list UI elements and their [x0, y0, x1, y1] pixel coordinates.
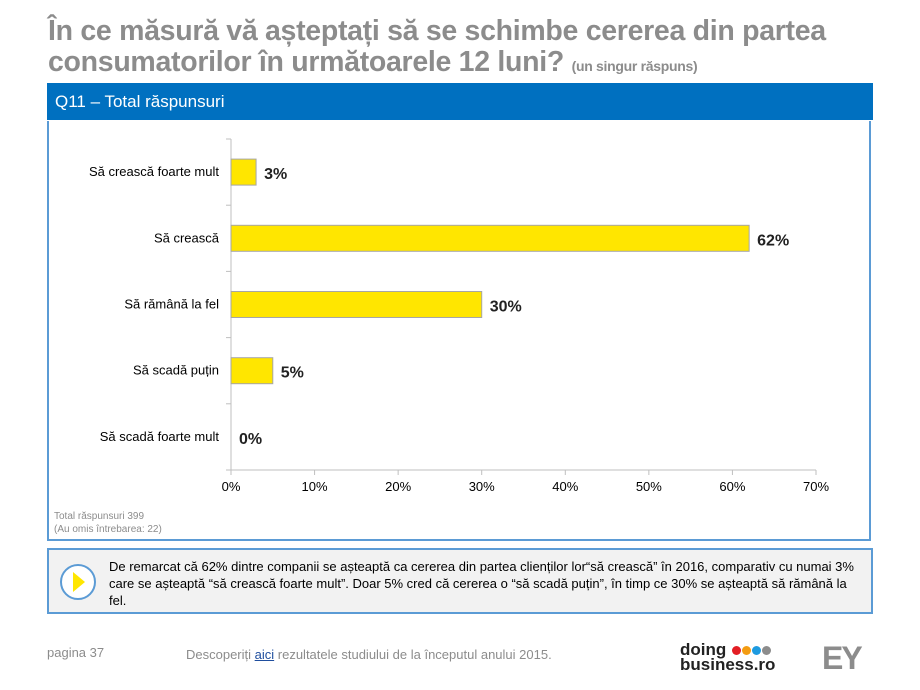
page-title: În ce măsură vă așteptați să se schimbe … [48, 16, 908, 82]
total-note: Total răspunsuri 399 [54, 511, 145, 522]
x-tick-label: 70% [803, 479, 829, 494]
bar [230, 224, 750, 252]
category-label: Să rămână la fel [124, 297, 219, 312]
title-sub: (un singur răspuns) [571, 58, 698, 74]
x-tick-label: 10% [302, 479, 328, 494]
x-tick-label: 50% [636, 479, 662, 494]
bar [230, 291, 483, 318]
doingbusiness-logo: doing business.ro [680, 640, 776, 674]
x-tick-label: 30% [469, 479, 495, 494]
category-label: Să scadă puțin [133, 363, 219, 378]
bar [230, 357, 274, 385]
footer-link[interactable]: aici [254, 647, 275, 662]
omitted-note: (Au omis întrebarea: 22) [54, 524, 162, 535]
x-tick-label: 40% [552, 479, 578, 494]
bar-chart: 0% 10% 20% 30% 40% 50% 60% 70% Să crească foarte… [89, 138, 829, 494]
logo-line1: doing [680, 640, 727, 659]
logo-dot [752, 646, 761, 655]
category-label: Să scadă foarte mult [100, 429, 220, 444]
logo-dot [732, 646, 741, 655]
callout-text: De remarcat că 62% dintre companii se aș… [109, 559, 854, 608]
footer-text-after: rezultatele studiului de la începutul an… [274, 647, 552, 662]
page-number: pagina 37 [47, 645, 105, 660]
data-label: 30% [490, 299, 522, 316]
data-label: 5% [281, 365, 304, 382]
title-main: În ce măsură vă așteptați să se schimbe … [48, 15, 826, 78]
footer-text-before: Descoperiți [186, 647, 255, 662]
logo-dots [731, 640, 771, 659]
data-label: 3% [264, 166, 287, 183]
logo-dot [742, 646, 751, 655]
footer-text: Descoperiți aici rezultatele studiului d… [186, 647, 552, 662]
data-label: 62% [757, 232, 789, 249]
section-label: Q11 – Total răspunsuri [55, 92, 225, 111]
chart-frame [47, 121, 871, 541]
category-label: Să crească [154, 230, 220, 245]
category-label: Să crească foarte mult [89, 164, 219, 179]
section-band: Q11 – Total răspunsuri [47, 83, 873, 120]
x-tick-label: 0% [222, 479, 241, 494]
arrow-right-icon [60, 564, 96, 600]
data-label: 0% [239, 431, 262, 448]
logo-dot [762, 646, 771, 655]
bar [230, 158, 257, 186]
callout-box: De remarcat că 62% dintre companii se aș… [47, 548, 873, 614]
ey-logo: EY [822, 640, 863, 676]
x-tick-label: 20% [385, 479, 411, 494]
x-tick-label: 60% [719, 479, 745, 494]
logo-line2: business.ro [680, 655, 776, 674]
